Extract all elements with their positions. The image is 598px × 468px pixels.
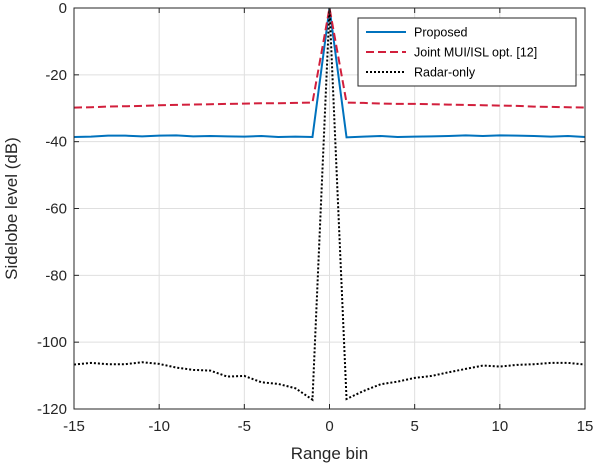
y-tick-label: -100 [37,334,67,351]
x-tick-label: 15 [577,418,594,435]
x-tick-label: 0 [325,418,333,435]
axis-ticks: -15 -10 -5 0 5 10 15 0 -20 -40 -60 -80 -100 -120 [37,0,593,435]
legend: Proposed Joint MUI/ISL opt. [12] Radar-onl… [357,17,577,87]
y-tick-label: -20 [45,67,67,84]
legend-label-2: Joint MUI/ISL opt. [12] [414,46,537,60]
y-tick-label: -120 [37,401,67,418]
y-tick-label: 0 [59,0,67,17]
y-tick-label: -80 [45,267,67,284]
legend-label-1: Proposed [414,26,468,40]
x-tick-label: -5 [238,418,251,435]
x-tick-label: 5 [410,418,418,435]
y-tick-label: -60 [45,201,67,218]
y-tick-label: -40 [45,134,67,151]
x-tick-label: 10 [491,418,508,435]
series-line-2 [73,7,586,109]
y-axis-label: Sidelobe level (dB) [2,137,21,280]
x-tick-label: -10 [148,418,170,435]
legend-label-3: Radar-only [414,66,476,80]
x-tick-label: -15 [63,418,85,435]
x-axis-label: Range bin [291,444,369,463]
